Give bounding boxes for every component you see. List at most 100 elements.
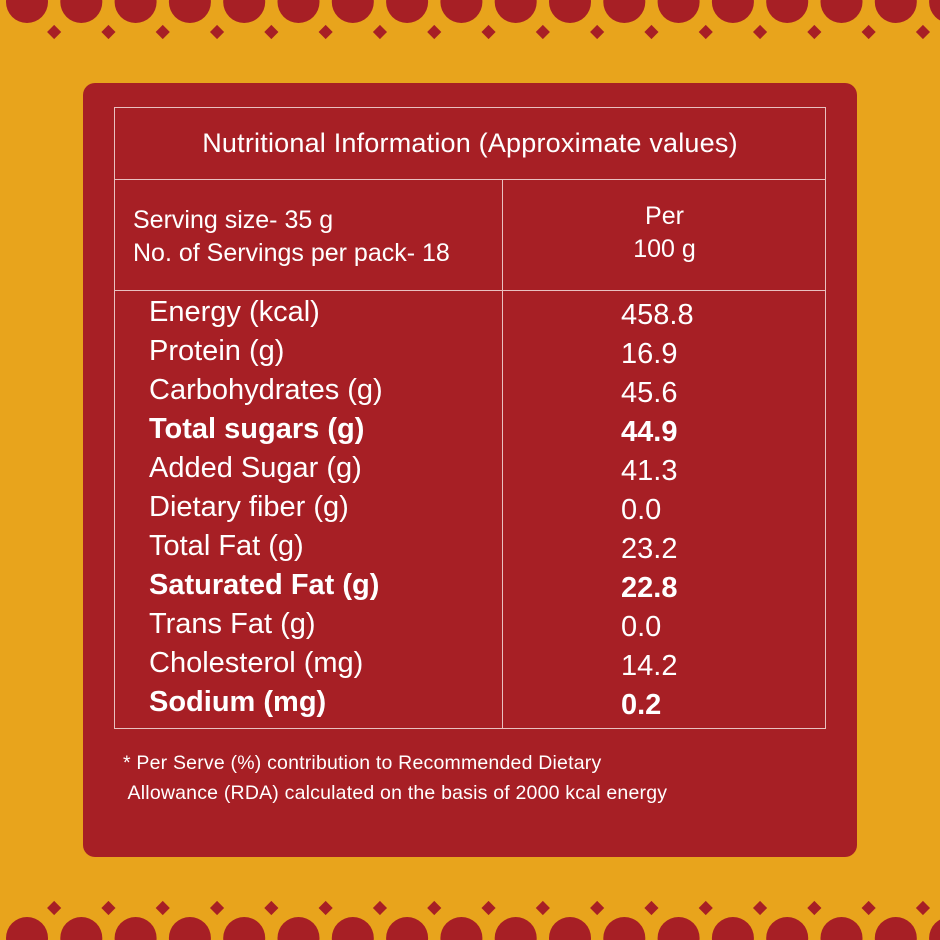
table-row: Saturated Fat (g) 22.8 xyxy=(115,569,825,608)
scallop-shape xyxy=(549,917,591,940)
scallop-shape xyxy=(440,917,483,940)
nutrient-label: Trans Fat (g) xyxy=(149,608,316,640)
scallop-shape xyxy=(168,917,211,940)
diamond-shape xyxy=(861,900,876,916)
table-row: Trans Fat (g) 0.0 xyxy=(115,608,825,647)
diamond-shape xyxy=(481,900,496,916)
nutrient-value: 0.0 xyxy=(621,494,662,526)
scallop-shape xyxy=(657,917,700,940)
scallop-shape xyxy=(711,0,754,23)
scallop-shape xyxy=(6,917,48,940)
nutrient-label: Total sugars (g) xyxy=(149,413,365,445)
diamond-shape xyxy=(807,24,822,40)
scallop-shape xyxy=(929,0,940,21)
nutrient-label: Total Fat (g) xyxy=(149,530,304,562)
scallop-shape xyxy=(929,919,940,940)
nutrient-value: 44.9 xyxy=(621,416,678,448)
serving-size: Serving size- 35 g xyxy=(133,206,334,234)
scallop-shape xyxy=(60,0,103,23)
diamond-shape xyxy=(47,900,62,916)
diamond-shape xyxy=(535,900,550,916)
diamond-shape xyxy=(372,900,388,916)
nutrient-label: Protein (g) xyxy=(149,335,285,367)
diamond-shape xyxy=(155,24,170,40)
diamond-shape xyxy=(101,24,116,40)
nutrient-label: Carbohydrates (g) xyxy=(149,374,383,406)
decorative-border-bottom xyxy=(6,900,940,940)
scallop-shape xyxy=(277,917,320,940)
diamond-shape xyxy=(644,900,659,916)
nutrient-rows: Energy (kcal) 458.8 Protein (g) 16.9 Carbohy… xyxy=(115,296,825,725)
nutrient-value: 458.8 xyxy=(621,299,694,331)
nutrition-panel: Nutritional Information (Approximate val… xyxy=(83,83,857,857)
diamond-shape xyxy=(101,900,116,916)
diamond-shape xyxy=(264,900,279,916)
diamond-shape xyxy=(915,900,931,916)
per-amount: 100 g xyxy=(633,235,696,263)
scallop-shape xyxy=(114,917,157,940)
nutrient-label: Dietary fiber (g) xyxy=(149,491,349,523)
nutrient-value: 0.2 xyxy=(621,689,662,721)
diamond-shape xyxy=(644,24,659,40)
diamond-shape xyxy=(372,24,388,40)
table-row: Total sugars (g) 44.9 xyxy=(115,413,825,452)
table-row: Dietary fiber (g) 0.0 xyxy=(115,491,825,530)
scallop-shape xyxy=(331,0,374,23)
diamond-shape xyxy=(427,900,442,916)
nutrient-value: 41.3 xyxy=(621,455,678,487)
scallop-shape xyxy=(820,0,863,23)
scallop-shape xyxy=(657,0,700,23)
diamond-shape xyxy=(264,24,279,40)
servings-per-pack: No. of Servings per pack- 18 xyxy=(133,239,450,267)
table-row: Total Fat (g) 23.2 xyxy=(115,530,825,569)
table-row: Energy (kcal) 458.8 xyxy=(115,296,825,335)
nutrient-value: 23.2 xyxy=(621,533,678,565)
diamond-shape xyxy=(427,24,442,40)
diamond-shape xyxy=(752,900,768,916)
serving-header-row: Serving size- 35 g No. of Servings per p… xyxy=(115,180,825,291)
nutrition-table: Nutritional Information (Approximate val… xyxy=(114,107,826,729)
scallop-shape xyxy=(60,917,103,940)
scallop-shape xyxy=(386,0,429,23)
diamond-shape xyxy=(590,24,605,40)
diamond-shape xyxy=(209,24,225,40)
nutrient-value: 14.2 xyxy=(621,650,678,682)
diamond-shape xyxy=(481,24,496,40)
diamond-shape xyxy=(698,24,713,40)
diamond-shape xyxy=(318,900,333,916)
scallop-shape xyxy=(277,0,320,23)
scallop-shape xyxy=(6,0,48,23)
scallop-shape xyxy=(440,0,483,23)
diamond-shape xyxy=(318,24,333,40)
footnote: * Per Serve (%) contribution to Recommen… xyxy=(123,748,667,808)
nutrient-label: Energy (kcal) xyxy=(149,296,320,328)
scallop-shape xyxy=(168,0,211,23)
table-title: Nutritional Information (Approximate val… xyxy=(115,108,825,180)
table-row: Cholesterol (mg) 14.2 xyxy=(115,647,825,686)
scallop-shape xyxy=(766,0,809,23)
nutrient-value: 22.8 xyxy=(621,572,678,604)
nutrient-value: 45.6 xyxy=(621,377,678,409)
per-column-header: Per 100 g xyxy=(503,200,826,266)
scallop-shape xyxy=(386,917,429,940)
footnote-line-1: * Per Serve (%) contribution to Recommen… xyxy=(123,752,602,774)
per-label: Per xyxy=(645,202,684,230)
footnote-line-2: Allowance (RDA) calculated on the basis … xyxy=(123,782,668,804)
decorative-border-top xyxy=(6,0,940,40)
scallop-shape xyxy=(874,0,917,23)
nutrient-label: Saturated Fat (g) xyxy=(149,569,380,601)
scallop-shape xyxy=(494,0,537,23)
table-row: Carbohydrates (g) 45.6 xyxy=(115,374,825,413)
nutrient-value: 16.9 xyxy=(621,338,678,370)
scallop-shape xyxy=(711,917,754,940)
table-row: Protein (g) 16.9 xyxy=(115,335,825,374)
scallop-shape xyxy=(223,917,266,940)
nutrient-label: Cholesterol (mg) xyxy=(149,647,364,679)
diamond-shape xyxy=(807,900,822,916)
table-row: Sodium (mg) 0.2 xyxy=(115,686,825,725)
table-row: Added Sugar (g) 41.3 xyxy=(115,452,825,491)
diamond-shape xyxy=(861,24,876,40)
scallop-shape xyxy=(331,917,374,940)
diamond-shape xyxy=(752,24,768,40)
scallop-shape xyxy=(549,0,591,23)
